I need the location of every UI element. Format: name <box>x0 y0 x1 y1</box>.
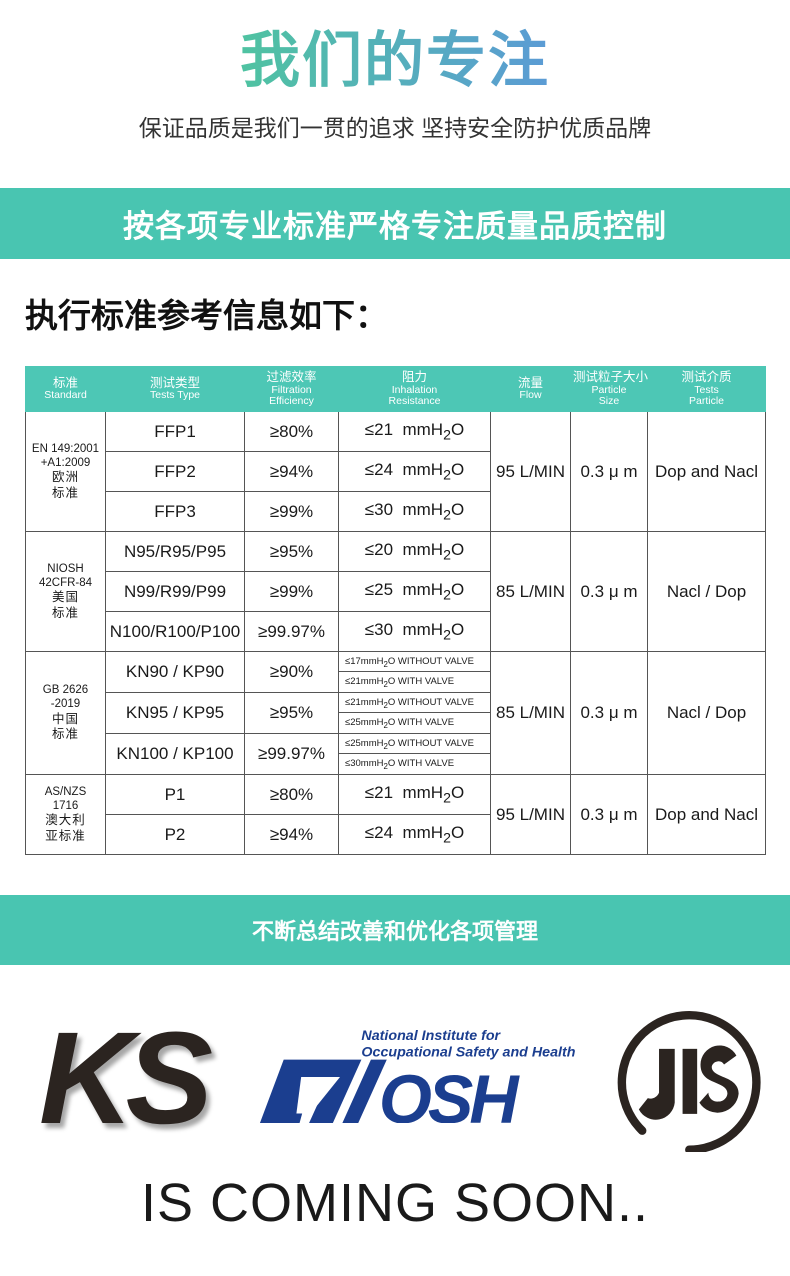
svg-text:National Institute for: National Institute for <box>361 1028 501 1044</box>
svg-text:Occupational Safety and Health: Occupational Safety and Health <box>361 1044 575 1060</box>
svg-text:OSH: OSH <box>379 1062 521 1123</box>
